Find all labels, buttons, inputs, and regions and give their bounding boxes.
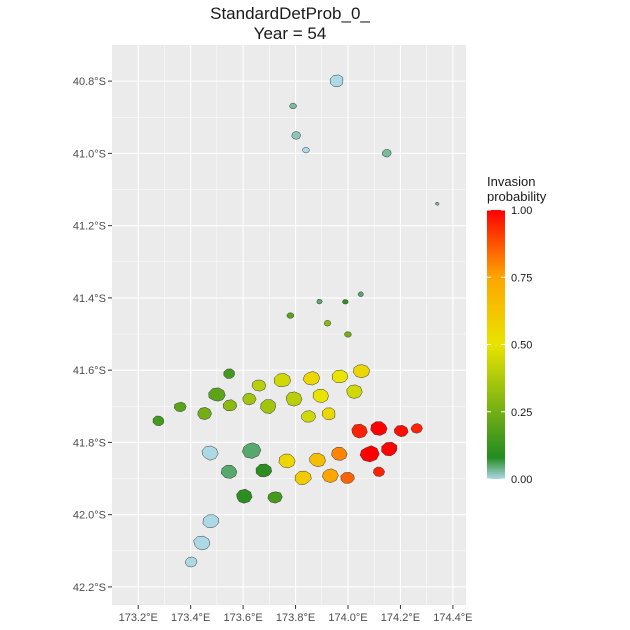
map-region [346,384,363,399]
map-region [286,312,295,319]
y-tick-label: 42.2°S [73,582,106,594]
map-region [251,379,267,392]
map-region [331,369,349,384]
legend-tick-label: 0.00 [511,474,532,486]
map-region [309,452,326,467]
map-region [302,147,310,154]
map-region [242,442,262,459]
map-region [312,389,329,403]
map-region [342,299,349,305]
map-region [370,421,388,436]
map-region [278,453,296,469]
map-region [302,371,321,386]
x-tick-label: 173.8°E [276,612,315,624]
map-region [322,468,339,483]
map-region [381,442,398,457]
map-region [394,425,409,438]
title-line-2: Year = 54 [253,24,327,43]
y-tick-label: 41.8°S [73,437,106,449]
map-region [255,463,272,478]
map-region [340,472,355,484]
map-region [435,201,440,206]
map-region [359,445,380,463]
y-tick-label: 40.8°S [73,76,106,88]
map-region [294,470,312,485]
map-region [357,291,364,297]
map-region [351,423,368,439]
title-line-1: StandardDetProb_0_ [210,4,370,23]
y-tick-label: 41.6°S [73,365,106,377]
map-region [373,466,385,477]
map-region [220,464,238,479]
graticule [112,45,466,605]
map-region [202,514,220,529]
x-tick-label: 173.2°E [119,612,158,624]
legend-tick-label: 0.75 [511,272,532,284]
map-regions [152,74,440,568]
map-region [321,407,336,421]
legend-title-line-1: Invasion [487,174,535,189]
map-region [152,415,165,426]
legend-tick-label: 0.25 [511,407,532,419]
map-region [236,488,253,504]
map-region [324,319,332,327]
legend-colorbar [487,210,505,479]
map-region [331,446,348,461]
y-tick-label: 42.0°S [73,510,106,522]
color-legend: Invasion probability 1.00 0.75 0.50 0.25 0.0… [487,174,547,486]
x-tick-label: 173.4°E [171,612,210,624]
x-tick-label: 174.2°E [381,612,420,624]
map-region [410,423,423,434]
map-region [197,407,212,420]
x-tick-label: 173.6°E [223,612,262,624]
map-region [352,364,371,379]
map-region [201,445,219,461]
map-region [273,373,291,387]
y-axis: 40.8°S 41.0°S 41.2°S 41.4°S 41.6°S 41.8°S 42.0… [73,76,112,594]
legend-tick-label: 1.00 [511,205,532,217]
map-region [208,387,226,402]
y-tick-label: 41.4°S [73,293,106,305]
y-tick-label: 41.0°S [73,148,106,160]
legend-title-line-2: probability [487,189,547,204]
map-region [223,368,235,379]
map-region [260,399,276,414]
map-region [316,298,323,305]
x-tick-label: 174.0°E [328,612,367,624]
x-axis: 173.2°E 173.4°E 173.6°E 173.8°E 174.0°E 174.2… [119,605,473,624]
map-region [267,491,283,504]
map-region [222,399,238,412]
map-region [242,392,257,406]
map-title: StandardDetProb_0_ Year = 54 [110,4,470,44]
map-region [382,149,392,158]
map-region [329,74,344,88]
x-tick-label: 174.4°E [433,612,472,624]
map-region [193,535,211,551]
map-region [291,131,301,140]
map-panel [112,45,466,605]
map-region [285,391,303,407]
y-tick-label: 41.2°S [73,221,106,233]
map-region [289,102,297,110]
map-region [184,556,198,568]
map-region [344,331,352,338]
legend-ticks: 1.00 0.75 0.50 0.25 0.00 [487,205,532,486]
legend-tick-label: 0.50 [511,340,532,352]
map-region [173,401,187,413]
map-region [301,410,316,423]
